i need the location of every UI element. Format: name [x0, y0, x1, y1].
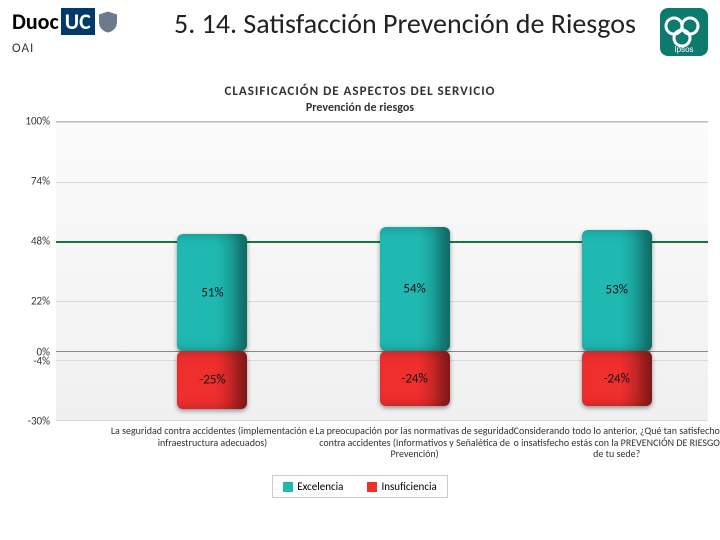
- chart: 100%74%48%22%0%-4%-30% 51%-25%54%-24%53%…: [12, 121, 708, 421]
- gridline: [56, 420, 708, 421]
- x-axis-label: Considerando todo lo anterior, ¿Qué tan …: [512, 425, 720, 460]
- legend-item-excelencia: Excelencia: [283, 480, 343, 493]
- legend-swatch: [367, 482, 377, 492]
- legend-item-insuficiencia: Insuficiencia: [367, 480, 436, 493]
- bar-label: 53%: [605, 283, 627, 298]
- y-tick-label: 22%: [12, 295, 50, 308]
- x-axis-label: La seguridad contra accidentes (implemen…: [107, 425, 317, 448]
- bar-label: -25%: [199, 372, 225, 387]
- shield-icon: [99, 11, 117, 33]
- ipsos-icon: Ipsos: [660, 8, 708, 56]
- bar-label: -24%: [401, 371, 427, 386]
- y-tick-label: 100%: [12, 115, 50, 128]
- y-axis: 100%74%48%22%0%-4%-30%: [12, 121, 52, 421]
- bar-group: 53% -24%: [582, 122, 652, 420]
- oai-label: OAI: [12, 41, 34, 56]
- x-axis-labels: La seguridad contra accidentes (implemen…: [12, 425, 708, 469]
- svg-text:Ipsos: Ipsos: [674, 45, 693, 54]
- chart-title-1: CLASIFICACIÓN DE ASPECTOS DEL SERVICIO: [0, 84, 720, 99]
- plot-area: 51% -25% 54% -24% 53% -24%: [56, 121, 708, 421]
- logo-ipsos: Ipsos: [648, 8, 708, 56]
- header: Duoc UC OAI 5. 14. Satisfacción Prevenci…: [0, 0, 720, 82]
- page-title: 5. 14. Satisfacción Prevención de Riesgo…: [162, 8, 648, 40]
- bar-group: 54% -24%: [380, 122, 450, 420]
- bar-group: 51% -25%: [177, 122, 247, 420]
- legend-label: Excelencia: [297, 480, 343, 493]
- duoc-text: Duoc: [12, 8, 59, 35]
- bar-label: 51%: [201, 285, 223, 300]
- y-tick-label: 48%: [12, 235, 50, 248]
- legend-label: Insuficiencia: [381, 480, 436, 493]
- bar-label: -24%: [603, 371, 629, 386]
- legend: Excelencia Insuficiencia: [272, 475, 448, 498]
- chart-title-2: Prevención de riesgos: [0, 101, 720, 115]
- x-axis-label: La preocupación por las normativas de se…: [310, 425, 520, 460]
- y-tick-label: 74%: [12, 175, 50, 188]
- legend-swatch: [283, 482, 293, 492]
- logo-duoc: Duoc UC OAI: [12, 8, 162, 56]
- duoc-uc-text: UC: [61, 8, 95, 35]
- y-tick-label: -4%: [12, 355, 50, 368]
- bar-label: 54%: [403, 282, 425, 297]
